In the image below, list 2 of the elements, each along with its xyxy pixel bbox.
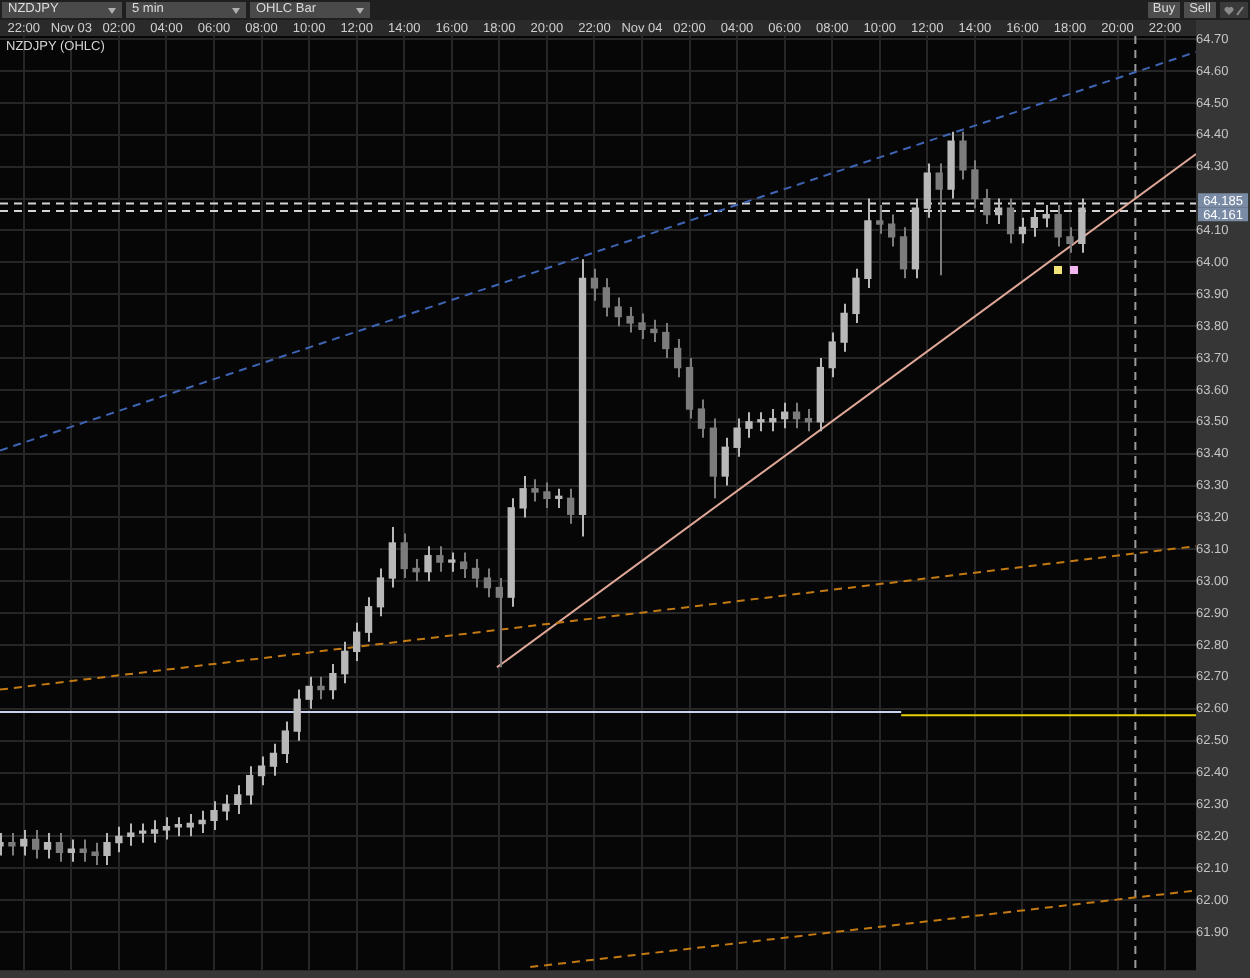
candlestick	[8, 832, 16, 857]
candlestick	[531, 478, 539, 503]
